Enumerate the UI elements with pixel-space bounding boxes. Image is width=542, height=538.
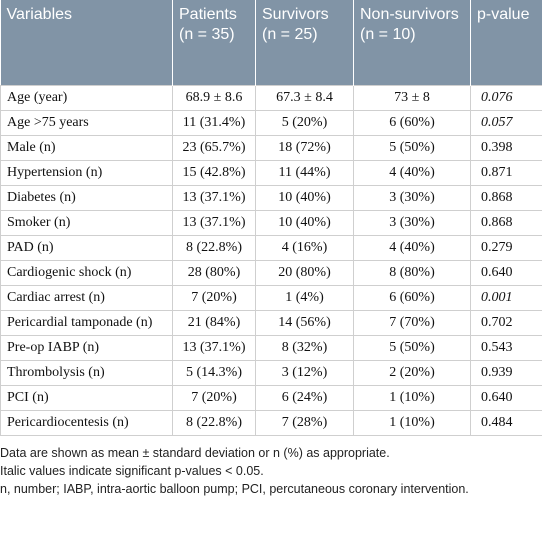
value-cell: 4 (40%) — [353, 235, 471, 261]
table-row: Pericardial tamponade (n) 21 (84%) 14 (56%… — [0, 310, 542, 336]
table-row: Diabetes (n) 13 (37.1%) 10 (40%) 3 (30%) 0.8… — [0, 185, 542, 211]
value-cell: 20 (80%) — [255, 260, 354, 286]
header-cell: Non-survivors (n = 10) — [353, 0, 471, 86]
value-cell: 0.279 — [470, 235, 542, 261]
variable-cell: Pericardial tamponade (n) — [0, 310, 173, 336]
value-cell: 0.868 — [470, 185, 542, 211]
footnote: Data are shown as mean ± standard deviat… — [0, 446, 390, 460]
value-cell: 7 (70%) — [353, 310, 471, 336]
value-cell: 7 (28%) — [255, 410, 354, 436]
value-cell: 11 (31.4%) — [172, 110, 256, 136]
table-row: Cardiogenic shock (n) 28 (80%) 20 (80%) 8 (… — [0, 260, 542, 286]
value-cell: 0.702 — [470, 310, 542, 336]
value-cell: 15 (42.8%) — [172, 160, 256, 186]
value-cell: 18 (72%) — [255, 135, 354, 161]
variable-cell: Pericardiocentesis (n) — [0, 410, 173, 436]
value-cell: 10 (40%) — [255, 185, 354, 211]
variable-cell: Pre-op IABP (n) — [0, 335, 173, 361]
data-table: Variables Patients (n = 35) Survivors (n =… — [0, 0, 542, 436]
value-cell: 1 (10%) — [353, 410, 471, 436]
value-cell: 6 (60%) — [353, 110, 471, 136]
variable-cell: Diabetes (n) — [0, 185, 173, 211]
table-row: PAD (n) 8 (22.8%) 4 (16%) 4 (40%) 0.279 — [0, 235, 542, 261]
value-cell: 0.640 — [470, 260, 542, 286]
value-cell: 6 (24%) — [255, 385, 354, 411]
value-cell: 0.543 — [470, 335, 542, 361]
table-row: Smoker (n) 13 (37.1%) 10 (40%) 3 (30%) 0.868 — [0, 210, 542, 236]
variable-cell: Cardiogenic shock (n) — [0, 260, 173, 286]
value-cell: 4 (40%) — [353, 160, 471, 186]
value-cell: 7 (20%) — [172, 385, 256, 411]
value-cell: 0.398 — [470, 135, 542, 161]
variable-cell: Cardiac arrest (n) — [0, 285, 173, 311]
table-row: Age >75 years 11 (31.4%) 5 (20%) 6 (60%) 0.0… — [0, 110, 542, 136]
table-row: Thrombolysis (n) 5 (14.3%) 3 (12%) 2 (20%) 0… — [0, 360, 542, 386]
variable-cell: Thrombolysis (n) — [0, 360, 173, 386]
value-cell: 3 (30%) — [353, 210, 471, 236]
variable-cell: PAD (n) — [0, 235, 173, 261]
value-cell: 14 (56%) — [255, 310, 354, 336]
value-cell: 2 (20%) — [353, 360, 471, 386]
table-body: Age (year) 68.9 ± 8.6 67.3 ± 8.4 73 ± 8 0.07… — [0, 85, 542, 436]
value-cell: 8 (32%) — [255, 335, 354, 361]
value-cell: 0.484 — [470, 410, 542, 436]
header-cell: Variables — [0, 0, 173, 86]
value-cell: 6 (60%) — [353, 285, 471, 311]
value-cell: 0.640 — [470, 385, 542, 411]
header-row: Variables Patients (n = 35) Survivors (n =… — [0, 0, 542, 86]
table-row: Pre-op IABP (n) 13 (37.1%) 8 (32%) 5 (50%) 0… — [0, 335, 542, 361]
value-cell: 13 (37.1%) — [172, 210, 256, 236]
table-row: Cardiac arrest (n) 7 (20%) 1 (4%) 6 (60%) 0.… — [0, 285, 542, 311]
table-row: Hypertension (n) 15 (42.8%) 11 (44%) 4 (40%… — [0, 160, 542, 186]
footnote: n, number; IABP, intra-aortic balloon pu… — [0, 482, 469, 496]
value-cell: 1 (4%) — [255, 285, 354, 311]
value-cell: 11 (44%) — [255, 160, 354, 186]
value-cell: 7 (20%) — [172, 285, 256, 311]
table-row: Male (n) 23 (65.7%) 18 (72%) 5 (50%) 0.398 — [0, 135, 542, 161]
variable-cell: Age (year) — [0, 85, 173, 111]
value-cell: 28 (80%) — [172, 260, 256, 286]
value-cell: 5 (50%) — [353, 335, 471, 361]
value-cell: 3 (12%) — [255, 360, 354, 386]
table-row: Age (year) 68.9 ± 8.6 67.3 ± 8.4 73 ± 8 0.07… — [0, 85, 542, 111]
header-cell: p-value — [470, 0, 542, 86]
value-cell: 10 (40%) — [255, 210, 354, 236]
variable-cell: PCI (n) — [0, 385, 173, 411]
value-cell: 13 (37.1%) — [172, 185, 256, 211]
value-cell: 0.868 — [470, 210, 542, 236]
value-cell: 0.057 — [470, 110, 542, 136]
value-cell: 5 (20%) — [255, 110, 354, 136]
value-cell: 5 (14.3%) — [172, 360, 256, 386]
footnotes: Data are shown as mean ± standard deviat… — [0, 444, 542, 498]
value-cell: 8 (80%) — [353, 260, 471, 286]
value-cell: 8 (22.8%) — [172, 235, 256, 261]
value-cell: 21 (84%) — [172, 310, 256, 336]
value-cell: 0.871 — [470, 160, 542, 186]
value-cell: 8 (22.8%) — [172, 410, 256, 436]
variable-cell: Age >75 years — [0, 110, 173, 136]
value-cell: 0.001 — [470, 285, 542, 311]
value-cell: 0.939 — [470, 360, 542, 386]
table-row: Pericardiocentesis (n) 8 (22.8%) 7 (28%) 1 … — [0, 410, 542, 436]
variable-cell: Hypertension (n) — [0, 160, 173, 186]
table-row: PCI (n) 7 (20%) 6 (24%) 1 (10%) 0.640 — [0, 385, 542, 411]
footnote: Italic values indicate significant p-val… — [0, 464, 264, 478]
value-cell: 5 (50%) — [353, 135, 471, 161]
value-cell: 73 ± 8 — [353, 85, 471, 111]
value-cell: 4 (16%) — [255, 235, 354, 261]
header-cell: Survivors (n = 25) — [255, 0, 354, 86]
value-cell: 13 (37.1%) — [172, 335, 256, 361]
value-cell: 3 (30%) — [353, 185, 471, 211]
value-cell: 68.9 ± 8.6 — [172, 85, 256, 111]
value-cell: 0.076 — [470, 85, 542, 111]
header-cell: Patients (n = 35) — [172, 0, 256, 86]
variable-cell: Male (n) — [0, 135, 173, 161]
value-cell: 67.3 ± 8.4 — [255, 85, 354, 111]
variable-cell: Smoker (n) — [0, 210, 173, 236]
value-cell: 1 (10%) — [353, 385, 471, 411]
value-cell: 23 (65.7%) — [172, 135, 256, 161]
